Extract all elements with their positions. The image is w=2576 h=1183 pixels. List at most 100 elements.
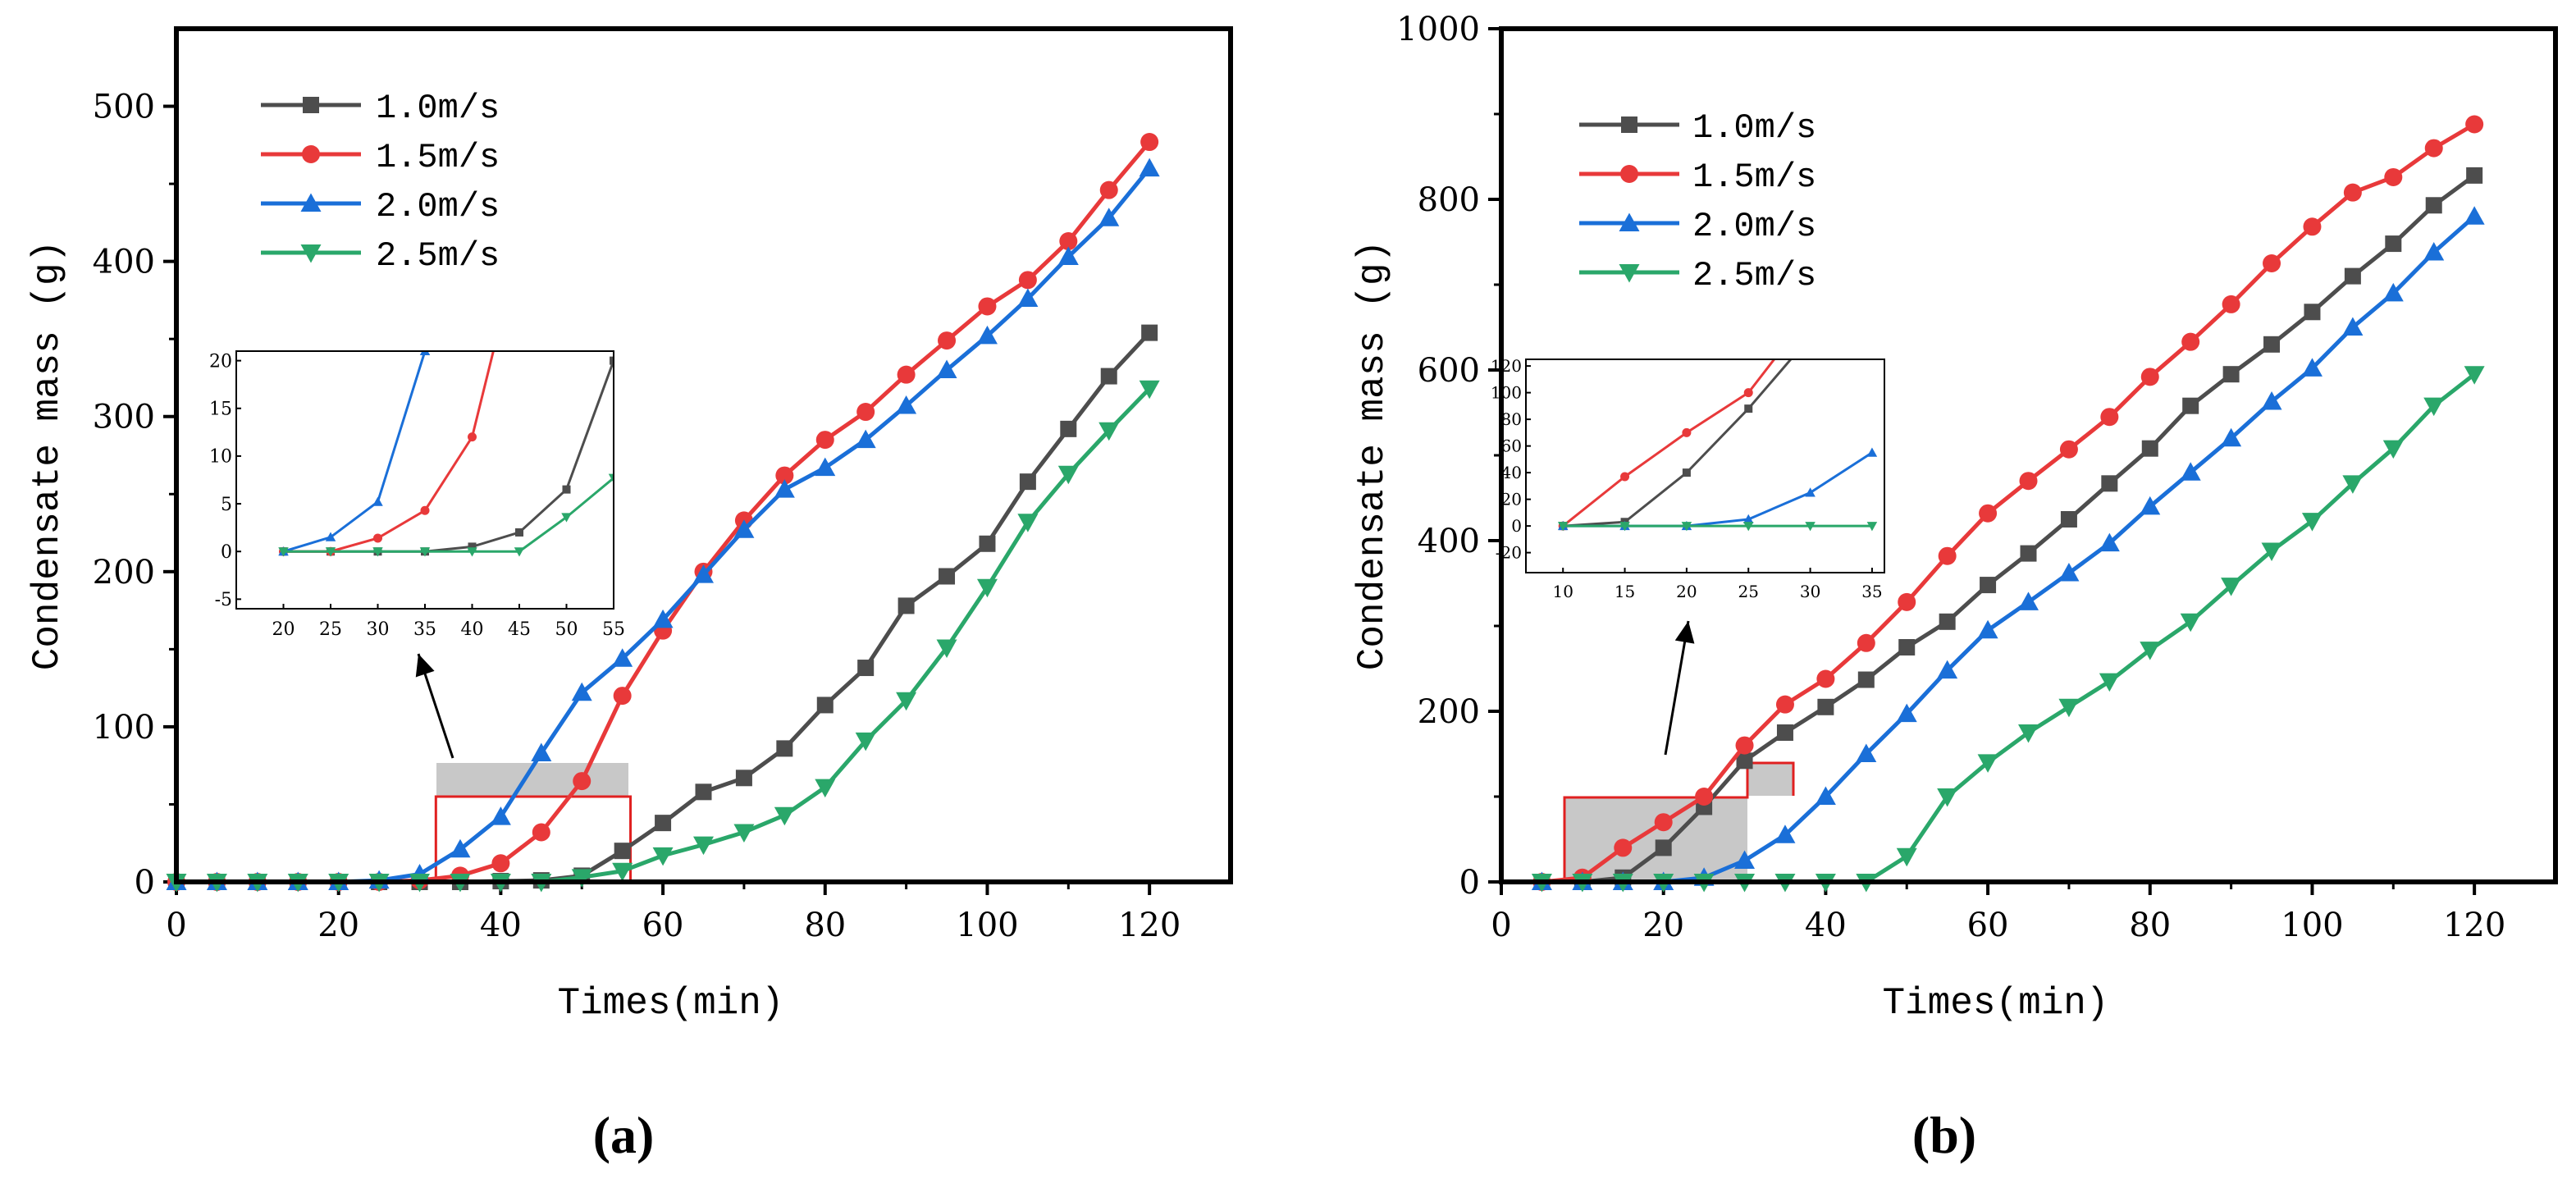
inset-data-point-2.5m/s — [561, 513, 572, 523]
inset-data-point-2.0m/s — [372, 496, 383, 506]
x-tick-label: 60 — [642, 907, 684, 944]
data-point-1.0m/s — [2344, 267, 2361, 285]
inset-y-tick-label: 80 — [1501, 409, 1522, 429]
inset-data-point-2.5m/s — [1557, 522, 1569, 532]
data-point-1.0m/s — [655, 815, 672, 832]
inset-y-tick-label: 0 — [1511, 516, 1522, 536]
data-point-1.5m/s — [491, 854, 510, 873]
data-point-2.0m/s — [612, 648, 633, 667]
data-point-1.5m/s — [613, 687, 632, 706]
x-tick-label: 80 — [804, 907, 846, 944]
data-point-1.5m/s — [2019, 472, 2038, 491]
data-point-1.0m/s — [776, 740, 793, 757]
inset-series-line-1.5m/s — [1562, 359, 1776, 528]
data-point-2.5m/s — [2382, 440, 2404, 459]
inset-x-tick-label: 20 — [272, 619, 295, 640]
data-point-2.0m/s — [774, 479, 795, 498]
inset-data-point-2.5m/s — [608, 473, 614, 483]
y-tick-label: 600 — [1418, 352, 1480, 390]
inset-background — [1526, 359, 1884, 573]
panel-b: 0 20 40 60 80 100 12002004006008001000Times(mi… — [1351, 11, 2558, 1164]
data-point-1.5m/s — [897, 365, 916, 384]
inset-data-point-2.0m/s — [419, 351, 431, 355]
data-point-2.0m/s — [2058, 563, 2080, 582]
inset-x-tick-label: 30 — [1800, 582, 1820, 601]
data-point-1.0m/s — [939, 568, 956, 585]
data-point-2.0m/s — [976, 325, 998, 345]
x-tick-label: 100 — [956, 907, 1018, 944]
data-point-2.5m/s — [2301, 513, 2323, 532]
data-point-1.0m/s — [2466, 167, 2483, 184]
data-point-2.5m/s — [612, 862, 633, 882]
data-point-1.0m/s — [1776, 724, 1793, 741]
data-point-1.0m/s — [695, 783, 712, 801]
data-point-1.0m/s — [1100, 368, 1117, 385]
inset-data-point-2.5m/s — [1681, 522, 1692, 532]
data-point-2.0m/s — [1734, 850, 1756, 869]
data-point-2.5m/s — [2342, 475, 2364, 494]
inset-data-point-1.5m/s — [1620, 472, 1630, 482]
data-point-1.0m/s — [1655, 839, 1672, 856]
data-point-1.5m/s — [1614, 838, 1633, 857]
y-tick-label: 1000 — [1396, 11, 1480, 48]
data-point-1.0m/s — [1817, 698, 1834, 715]
data-point-1.5m/s — [1816, 669, 1835, 688]
data-point-1.5m/s — [978, 297, 997, 316]
x-tick-label: 80 — [2129, 907, 2171, 944]
inset-x-tick-label: 50 — [555, 619, 578, 640]
data-point-2.0m/s — [2301, 358, 2323, 377]
data-point-2.5m/s — [2099, 673, 2120, 692]
legend-label: 2.5m/s — [376, 236, 500, 276]
inset-y-tick-label: 20 — [1501, 490, 1522, 509]
data-point-2.0m/s — [815, 457, 836, 477]
data-point-2.5m/s — [2058, 698, 2080, 718]
inset-x-tick-label: 25 — [319, 619, 342, 640]
inset-frame — [235, 350, 614, 610]
data-point-1.5m/s — [2100, 408, 2119, 427]
inset-frame — [1525, 359, 1885, 573]
data-point-1.5m/s — [775, 466, 794, 485]
data-point-2.5m/s — [2018, 724, 2039, 743]
data-point-2.5m/s — [652, 847, 674, 866]
inset-x-tick-label: 45 — [508, 619, 531, 640]
data-point-2.0m/s — [2423, 241, 2445, 261]
inset-y-tick-label: 15 — [209, 399, 232, 419]
inset-data-point-2.0m/s — [1742, 514, 1754, 523]
plot-frame — [174, 26, 1233, 884]
data-point-2.0m/s — [1017, 288, 1039, 308]
inset-data-point-1.5m/s — [1682, 427, 1692, 437]
inset-data-point-2.5m/s — [419, 547, 431, 557]
data-point-1.5m/s — [1979, 504, 1998, 523]
data-point-2.5m/s — [693, 836, 714, 856]
y-tick-label: 300 — [93, 399, 155, 436]
data-point-1.0m/s — [2060, 511, 2077, 528]
plot-frame — [1499, 26, 2558, 884]
data-point-1.0m/s — [1898, 639, 1916, 655]
inset-y-tick-label: 5 — [221, 495, 232, 515]
zoom-region — [1563, 761, 1795, 882]
data-point-2.5m/s — [815, 779, 836, 798]
data-point-2.0m/s — [733, 519, 755, 538]
legend-label: 2.0m/s — [1692, 207, 1816, 246]
x-tick-label: 120 — [1118, 907, 1181, 944]
data-point-2.0m/s — [1896, 703, 1917, 723]
inset-data-point-2.5m/s — [1866, 522, 1878, 532]
inset-x-tick-label: 15 — [1615, 582, 1635, 601]
data-point-1.5m/s — [1775, 695, 1794, 714]
x-tick-label: 40 — [480, 907, 522, 944]
inset-data-point-2.0m/s — [325, 532, 336, 541]
inset-data-point-1.5m/s — [468, 432, 477, 442]
data-point-1.0m/s — [1939, 613, 1956, 630]
data-point-2.5m/s — [1977, 754, 1998, 773]
data-point-1.5m/s — [2263, 254, 2281, 272]
inset-x-tick-label: 35 — [1861, 582, 1882, 601]
inset-y-tick-label: 120 — [1491, 356, 1522, 376]
inset-data-point-1.0m/s — [1744, 404, 1753, 413]
data-point-1.5m/s — [2303, 217, 2322, 236]
data-point-1.5m/s — [2465, 115, 2484, 134]
data-point-2.0m/s — [2221, 427, 2242, 447]
data-point-2.0m/s — [531, 742, 552, 762]
x-tick-label: 0 — [1491, 907, 1511, 944]
inset-chart: 10 15 20 25 30 35 -20 0 20 40 60 80 100 120 — [1491, 356, 1885, 601]
